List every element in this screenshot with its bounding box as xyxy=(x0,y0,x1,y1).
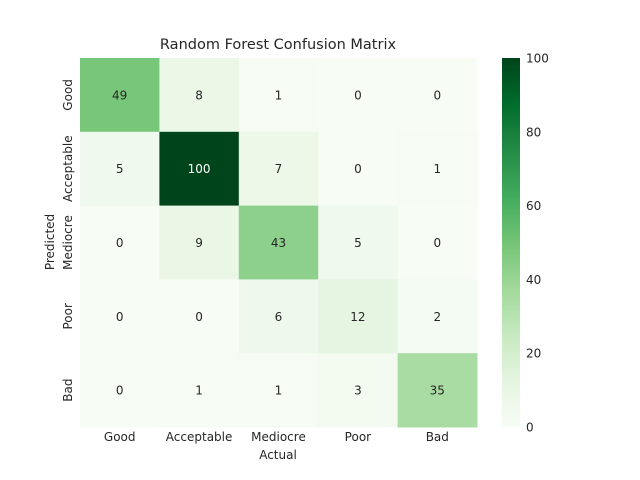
heatmap-cell-3-3 xyxy=(318,279,399,354)
cell-value-2-3: 5 xyxy=(354,236,362,250)
y-tick-labels: Good Acceptable Mediocre Poor Bad xyxy=(61,79,75,402)
heatmap-cell-1-3 xyxy=(318,131,399,207)
cell-value-0-3: 0 xyxy=(354,88,362,102)
y-tick-label-4: Bad xyxy=(61,378,75,401)
heatmap-cell-0-3 xyxy=(318,58,399,133)
cell-value-3-1: 0 xyxy=(195,310,203,324)
cell-value-3-0: 0 xyxy=(116,310,124,324)
cell-value-3-2: 6 xyxy=(275,310,283,324)
heatmap-cells xyxy=(80,58,478,428)
heatmap-cell-2-3 xyxy=(318,205,399,280)
cell-value-1-1: 100 xyxy=(188,162,211,176)
heatmap-cell-1-4 xyxy=(397,131,478,207)
heatmap-cell-3-0 xyxy=(80,279,160,354)
heatmap-cell-1-2 xyxy=(238,131,319,207)
x-tick-label-3: Poor xyxy=(345,430,371,444)
heatmap-cell-0-4 xyxy=(397,58,478,133)
colorbar-tick-4: 80 xyxy=(526,125,541,139)
y-tick-label-3: Poor xyxy=(61,303,75,329)
heatmap-cell-3-2 xyxy=(238,279,319,354)
y-tick-label-1: Acceptable xyxy=(61,135,75,202)
chart-title: Random Forest Confusion Matrix xyxy=(160,37,397,53)
x-tick-label-1: Acceptable xyxy=(166,430,233,444)
colorbar-tick-0: 0 xyxy=(526,421,534,435)
cell-value-3-3: 12 xyxy=(350,310,365,324)
cell-value-0-2: 1 xyxy=(275,88,283,102)
x-tick-label-4: Bad xyxy=(426,430,449,444)
y-tick-label-0: Good xyxy=(61,79,75,111)
colorbar-tick-labels: 0 20 40 60 80 100 xyxy=(526,52,549,435)
heatmap-cell-4-0 xyxy=(80,353,160,428)
cell-value-1-2: 7 xyxy=(275,162,283,176)
cell-value-2-1: 9 xyxy=(195,236,203,250)
cell-value-0-1: 8 xyxy=(195,88,203,102)
y-tick-label-2: Mediocre xyxy=(61,215,75,270)
heatmap-cell-0-1 xyxy=(159,58,240,133)
cell-value-4-0: 0 xyxy=(116,384,124,398)
x-tick-labels: Good Acceptable Mediocre Poor Bad xyxy=(104,430,449,444)
cell-value-0-4: 0 xyxy=(433,88,441,102)
cell-value-1-4: 1 xyxy=(433,162,441,176)
heatmap-cell-1-1 xyxy=(159,131,240,207)
heatmap-cell-4-4 xyxy=(397,353,478,428)
cell-value-0-0: 49 xyxy=(112,88,127,102)
heatmap-cell-4-3 xyxy=(318,353,399,428)
colorbar-tick-5: 100 xyxy=(526,52,549,66)
cell-value-2-2: 43 xyxy=(271,236,286,250)
heatmap-cell-3-1 xyxy=(159,279,240,354)
cell-value-2-0: 0 xyxy=(116,236,124,250)
x-tick-label-0: Good xyxy=(104,430,136,444)
cell-value-2-4: 0 xyxy=(433,236,441,250)
heatmap-cell-3-4 xyxy=(397,279,478,354)
heatmap-cell-2-2 xyxy=(238,205,319,280)
colorbar xyxy=(502,58,520,427)
y-axis-label: Predicted xyxy=(43,214,57,270)
cell-value-1-0: 5 xyxy=(116,162,124,176)
colorbar-tick-1: 20 xyxy=(526,347,541,361)
heatmap-cell-1-0 xyxy=(80,131,160,207)
cell-value-1-3: 0 xyxy=(354,162,362,176)
cell-value-3-4: 2 xyxy=(433,310,441,324)
heatmap-cell-0-2 xyxy=(238,58,319,133)
cell-value-4-4: 35 xyxy=(430,384,445,398)
x-tick-label-2: Mediocre xyxy=(251,430,306,444)
heatmap-cell-labels: 49 8 1 0 05 100 7 0 10 9 43 5 00 0 6 12 20 1 1 3 35 xyxy=(112,88,445,397)
cell-value-4-2: 1 xyxy=(275,384,283,398)
heatmap-cell-2-0 xyxy=(80,205,160,280)
cell-value-4-3: 3 xyxy=(354,384,362,398)
heatmap-cell-2-1 xyxy=(159,205,240,280)
colorbar-tick-3: 60 xyxy=(526,199,541,213)
heatmap-cell-4-1 xyxy=(159,353,240,428)
colorbar-tick-2: 40 xyxy=(526,273,541,287)
heatmap-cell-2-4 xyxy=(397,205,478,280)
heatmap-cell-0-0 xyxy=(80,58,160,133)
heatmap-cell-4-2 xyxy=(238,353,319,428)
x-axis-label: Actual xyxy=(259,448,297,462)
cell-value-4-1: 1 xyxy=(195,384,203,398)
